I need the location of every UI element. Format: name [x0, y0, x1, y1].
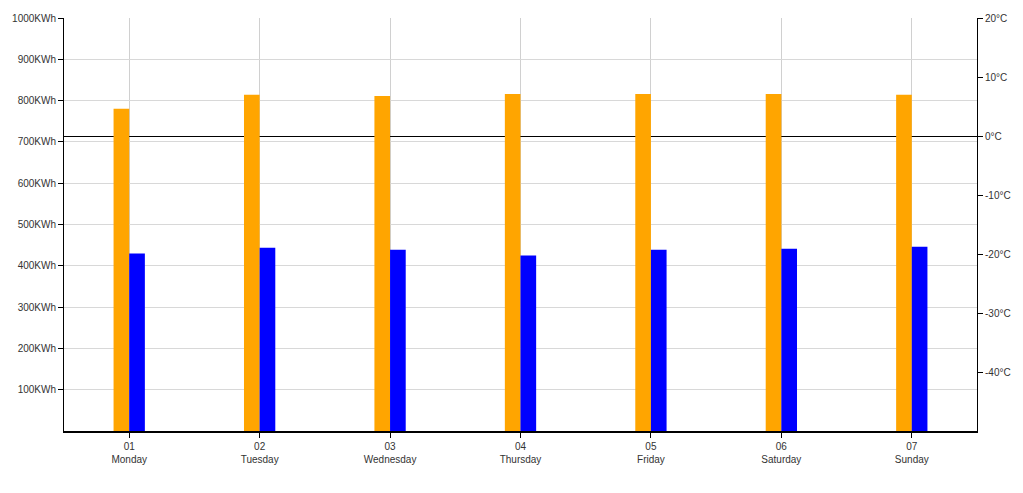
svg-text:800KWh: 800KWh [18, 95, 56, 106]
svg-text:600KWh: 600KWh [18, 178, 56, 189]
svg-text:700KWh: 700KWh [18, 136, 56, 147]
svg-text:10°C: 10°C [985, 72, 1007, 83]
svg-text:400KWh: 400KWh [18, 260, 56, 271]
svg-text:01Monday: 01Monday [111, 441, 147, 465]
svg-text:0°C: 0°C [985, 131, 1002, 142]
svg-text:900KWh: 900KWh [18, 54, 56, 65]
svg-text:20°C: 20°C [985, 13, 1007, 24]
svg-text:100KWh: 100KWh [18, 384, 56, 395]
svg-text:1000KWh: 1000KWh [12, 13, 56, 24]
svg-text:-40°C: -40°C [985, 367, 1011, 378]
svg-text:500KWh: 500KWh [18, 219, 56, 230]
svg-text:02Tuesday: 02Tuesday [241, 441, 279, 465]
svg-text:04Thursday: 04Thursday [500, 441, 542, 465]
svg-text:05Friday: 05Friday [637, 441, 665, 465]
svg-text:-30°C: -30°C [985, 308, 1011, 319]
svg-text:07Sunday: 07Sunday [895, 441, 929, 465]
svg-text:200KWh: 200KWh [18, 343, 56, 354]
svg-text:-20°C: -20°C [985, 249, 1011, 260]
svg-text:06Saturday: 06Saturday [761, 441, 801, 465]
svg-text:03Wednesday: 03Wednesday [364, 441, 417, 465]
svg-text:-10°C: -10°C [985, 190, 1011, 201]
svg-text:300KWh: 300KWh [18, 302, 56, 313]
